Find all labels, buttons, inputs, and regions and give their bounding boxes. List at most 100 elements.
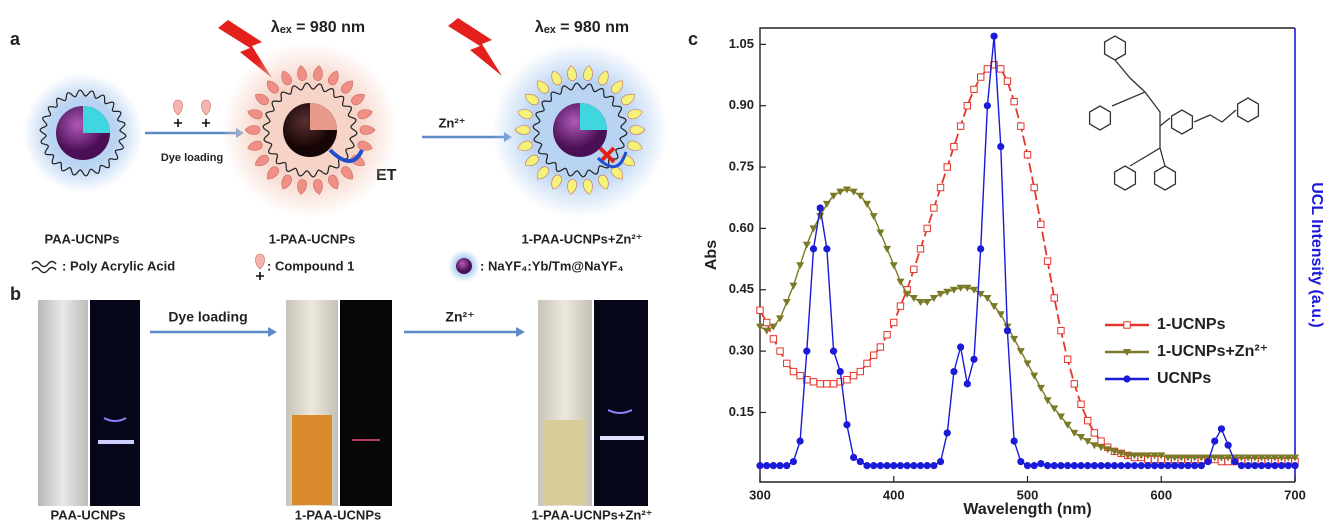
data-point bbox=[997, 143, 1004, 150]
data-point bbox=[797, 372, 803, 378]
data-point bbox=[1111, 462, 1118, 469]
structure-ring bbox=[1238, 98, 1259, 122]
data-point bbox=[850, 372, 856, 378]
data-point bbox=[777, 348, 783, 354]
data-point bbox=[1044, 462, 1051, 469]
data-point bbox=[1238, 462, 1245, 469]
photo-dark bbox=[340, 300, 392, 506]
data-point bbox=[951, 143, 957, 149]
data-point bbox=[1057, 462, 1064, 469]
step-label: Dye loading bbox=[161, 152, 223, 164]
excitation-label: λₑₓ = 980 nm bbox=[535, 19, 629, 36]
dye-molecule bbox=[202, 100, 211, 115]
data-point bbox=[1070, 430, 1078, 437]
panel-label: b bbox=[10, 284, 21, 304]
data-point bbox=[756, 462, 763, 469]
dye-molecule bbox=[174, 100, 183, 115]
excitation-label: λₑₓ = 980 nm bbox=[271, 19, 365, 36]
sample-label: PAA-UCNPs bbox=[51, 507, 126, 522]
data-point bbox=[1031, 462, 1038, 469]
data-point bbox=[1271, 462, 1278, 469]
data-point bbox=[957, 343, 964, 350]
data-point bbox=[824, 381, 830, 387]
data-point bbox=[1204, 458, 1211, 465]
legend-label: 1-UCNPs bbox=[1157, 316, 1226, 333]
arrow-head bbox=[516, 327, 525, 337]
data-point bbox=[930, 295, 938, 302]
data-point bbox=[937, 458, 944, 465]
data-point bbox=[863, 462, 870, 469]
data-point bbox=[1037, 385, 1045, 392]
y-tick-label: 0.15 bbox=[729, 404, 754, 419]
data-point bbox=[1278, 462, 1285, 469]
data-point bbox=[964, 103, 970, 109]
data-point bbox=[998, 66, 1004, 72]
key-particle bbox=[456, 258, 472, 274]
data-point bbox=[924, 462, 931, 469]
data-point bbox=[1158, 462, 1165, 469]
data-point bbox=[843, 421, 850, 428]
data-point bbox=[917, 462, 924, 469]
charge-sign bbox=[256, 272, 264, 280]
data-point bbox=[769, 324, 777, 331]
data-point bbox=[1024, 462, 1031, 469]
photo-dark bbox=[90, 300, 140, 506]
structure-bonds bbox=[1112, 60, 1236, 166]
data-point bbox=[1123, 375, 1130, 382]
step-label: Zn²⁺ bbox=[445, 309, 474, 325]
series bbox=[757, 62, 1298, 465]
data-point bbox=[1091, 430, 1097, 436]
data-point bbox=[1024, 360, 1032, 367]
panel-label: c bbox=[688, 29, 698, 49]
data-point bbox=[797, 437, 804, 444]
data-point bbox=[977, 74, 983, 80]
data-point bbox=[1225, 442, 1232, 449]
panel-c: c 3004005006007000.150.300.450.600.750.9… bbox=[688, 28, 1325, 518]
data-point bbox=[1184, 462, 1191, 469]
data-point bbox=[877, 344, 883, 350]
data-point bbox=[1017, 458, 1024, 465]
arrow-head bbox=[268, 327, 277, 337]
data-point bbox=[850, 189, 858, 196]
data-point bbox=[970, 287, 978, 294]
data-point bbox=[897, 303, 903, 309]
data-point bbox=[890, 262, 898, 269]
y-tick-label: 0.75 bbox=[729, 159, 754, 174]
axis-frame bbox=[760, 28, 1295, 482]
data-point bbox=[1164, 462, 1171, 469]
data-point bbox=[883, 246, 891, 253]
data-point bbox=[971, 86, 977, 92]
series bbox=[756, 33, 1298, 470]
data-point bbox=[1118, 462, 1125, 469]
data-point bbox=[756, 324, 764, 331]
data-point bbox=[1011, 437, 1018, 444]
data-point bbox=[1031, 184, 1037, 190]
charge-sign bbox=[202, 119, 210, 127]
structure-ring bbox=[1090, 106, 1111, 130]
data-point bbox=[1091, 462, 1098, 469]
dye-drop bbox=[174, 100, 183, 115]
laser-bolt bbox=[448, 18, 502, 76]
data-point bbox=[1051, 295, 1057, 301]
data-point bbox=[1265, 462, 1272, 469]
data-point bbox=[1191, 462, 1198, 469]
data-point bbox=[803, 242, 811, 249]
step-label: Zn²⁺ bbox=[438, 115, 465, 130]
particle-label: 1-PAA-UCNPs+Zn²⁺ bbox=[521, 231, 642, 246]
data-point bbox=[816, 213, 824, 220]
data-point bbox=[790, 368, 796, 374]
data-point bbox=[1258, 462, 1265, 469]
y-tick-label: 0.45 bbox=[729, 281, 754, 296]
data-point bbox=[1291, 462, 1298, 469]
structure-ring bbox=[1115, 166, 1136, 190]
data-point bbox=[1011, 98, 1017, 104]
data-point bbox=[1138, 462, 1145, 469]
data-point bbox=[864, 360, 870, 366]
data-point bbox=[1131, 462, 1138, 469]
particle-label: PAA-UCNPs bbox=[45, 231, 120, 246]
data-point bbox=[850, 454, 857, 461]
data-point bbox=[1198, 462, 1205, 469]
data-point bbox=[817, 204, 824, 211]
key-label: : NaYF₄:Yb/Tm@NaYF₄ bbox=[480, 258, 624, 273]
data-point bbox=[1078, 401, 1084, 407]
